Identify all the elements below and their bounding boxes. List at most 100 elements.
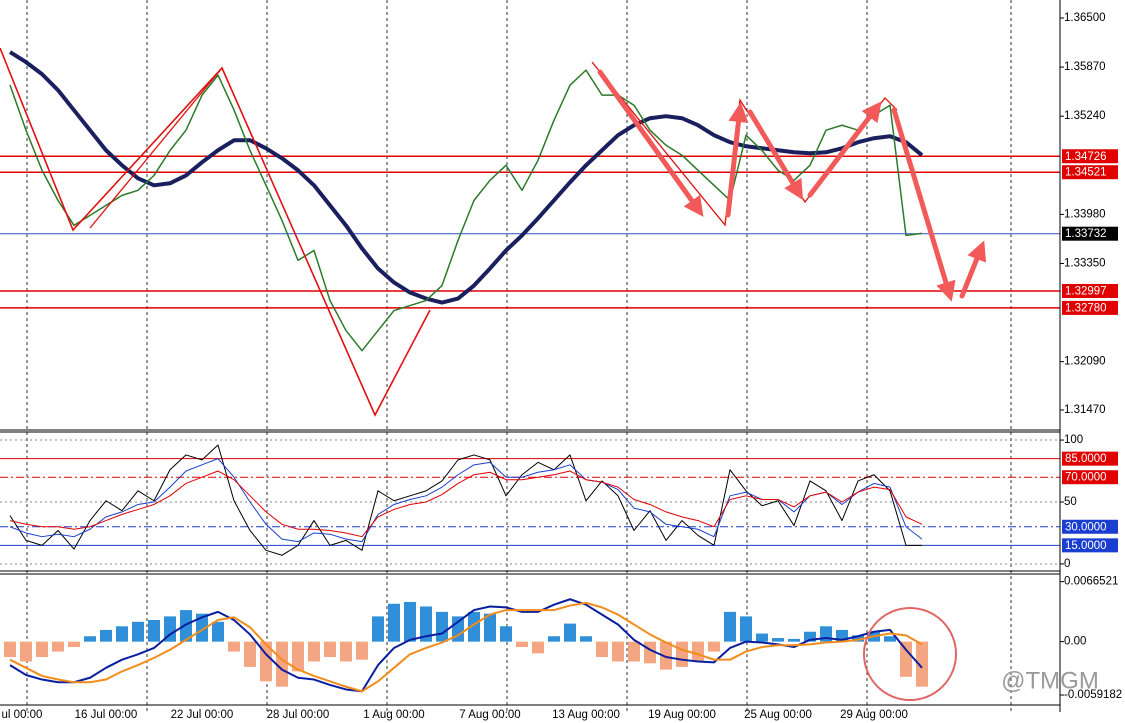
y-tick-label: 1.31470 xyxy=(1064,404,1106,416)
histogram-bar xyxy=(228,641,240,652)
histogram-bar xyxy=(388,603,400,642)
x-tick-label: 28 Jul 00:00 xyxy=(267,709,330,721)
histogram-bar xyxy=(340,641,352,662)
level-label: 85.0000 xyxy=(1065,453,1107,465)
histogram-bar xyxy=(900,641,912,677)
level-label: 30.0000 xyxy=(1065,521,1107,533)
histogram-bar xyxy=(532,641,544,654)
x-tick-label: 16 Jul 00:00 xyxy=(75,709,138,721)
histogram-bar xyxy=(164,616,176,642)
histogram-bar xyxy=(548,636,560,642)
series-line xyxy=(9,601,923,693)
level-box xyxy=(1062,538,1118,553)
y-tick-label: 0.00 xyxy=(1064,636,1086,648)
histogram-bar xyxy=(308,641,320,662)
level-label: 1.32997 xyxy=(1065,286,1107,298)
vertical-grid xyxy=(26,0,1012,712)
y-tick-label: 100 xyxy=(1064,434,1083,446)
level-box xyxy=(1062,149,1118,164)
histogram-bar xyxy=(324,641,336,657)
level-box xyxy=(1062,226,1118,241)
x-tick-label: 7 Aug 00:00 xyxy=(459,709,520,721)
y-tick-label: 1.35870 xyxy=(1064,61,1106,73)
histogram-bar xyxy=(804,631,816,642)
histogram-bar xyxy=(244,641,256,667)
y-tick-label: 1.32090 xyxy=(1064,356,1106,368)
histogram-bar xyxy=(212,621,224,642)
histogram-bar xyxy=(180,610,192,642)
histogram-bar xyxy=(292,641,304,672)
histogram-bar xyxy=(436,611,448,642)
histogram-bar xyxy=(484,613,496,642)
histogram-bar xyxy=(788,638,800,642)
histogram-bar xyxy=(36,641,48,657)
level-box xyxy=(1062,519,1118,534)
histogram-bar xyxy=(836,629,848,642)
x-tick-label: 19 Aug 00:00 xyxy=(648,709,716,721)
level-label: 70.0000 xyxy=(1065,472,1107,484)
histogram-bar xyxy=(676,641,688,667)
frame xyxy=(0,0,1061,712)
histogram-bar xyxy=(404,601,416,642)
level-box xyxy=(1062,283,1118,298)
histogram-bar xyxy=(116,626,128,642)
y-tick-label: 1.33980 xyxy=(1064,208,1106,220)
histogram-bar xyxy=(916,641,928,687)
x-tick-label: 13 Aug 00:00 xyxy=(552,709,620,721)
histogram-bar xyxy=(612,641,624,662)
histogram-bar xyxy=(500,626,512,642)
x-tick-label: 22 Jul 00:00 xyxy=(171,709,234,721)
histogram-bar xyxy=(4,641,16,657)
histogram-bar xyxy=(740,616,752,642)
histogram-bar xyxy=(356,641,368,660)
watermark: @TMGM xyxy=(1001,667,1099,694)
histogram-bar xyxy=(756,633,768,642)
histogram-bar xyxy=(452,616,464,642)
histogram-bar xyxy=(852,635,864,642)
level-label: 15.0000 xyxy=(1065,540,1107,552)
level-label: 1.33732 xyxy=(1065,228,1107,240)
histogram-bar xyxy=(276,641,288,687)
histogram-bar xyxy=(468,611,480,642)
histogram-bar xyxy=(564,623,576,642)
y-tick-label: 1.35240 xyxy=(1064,110,1106,122)
y-tick-label: -0.0059182 xyxy=(1064,689,1122,701)
y-tick-label: 0.0066521 xyxy=(1064,576,1118,588)
series-line xyxy=(9,444,922,556)
histogram-bar xyxy=(196,613,208,642)
level-box xyxy=(1062,165,1118,180)
annotations xyxy=(0,47,987,701)
y-tick-label: 0 xyxy=(1064,558,1070,570)
level-label: 1.34726 xyxy=(1065,151,1107,163)
histogram-bar xyxy=(692,641,704,662)
histogram-bar xyxy=(68,641,80,648)
level-label: 1.34521 xyxy=(1065,167,1107,179)
series-line xyxy=(9,598,923,693)
histogram-bar xyxy=(884,636,896,642)
histogram-bar xyxy=(84,636,96,642)
histogram-bar xyxy=(516,641,528,648)
histogram-bar xyxy=(596,641,608,657)
level-box xyxy=(1062,470,1118,485)
histogram-bar xyxy=(724,611,736,642)
x-tick-label: ul 00:00 xyxy=(2,709,43,721)
y-tick-label: 1.36500 xyxy=(1064,12,1106,24)
histogram-bar xyxy=(52,641,64,652)
histogram-bar xyxy=(772,638,784,642)
level-box xyxy=(1062,300,1118,315)
histogram-bar xyxy=(20,641,32,662)
x-tick-label: 29 Aug 00:00 xyxy=(840,709,908,721)
x-tick-label: 25 Aug 00:00 xyxy=(744,709,812,721)
histogram-bar xyxy=(100,629,112,642)
histogram-bar xyxy=(628,641,640,662)
y-tick-label: 50 xyxy=(1064,496,1077,508)
histogram-bar xyxy=(372,616,384,642)
plot-layer: 1.36500 1.35870 1.35240 1.33980 1.33350 1.320… xyxy=(0,12,1122,721)
x-tick-label: 1 Aug 00:00 xyxy=(363,709,424,721)
histogram-bar xyxy=(580,636,592,642)
series-line xyxy=(9,69,923,352)
histogram-bar xyxy=(420,606,432,642)
histogram-bar xyxy=(660,641,672,670)
